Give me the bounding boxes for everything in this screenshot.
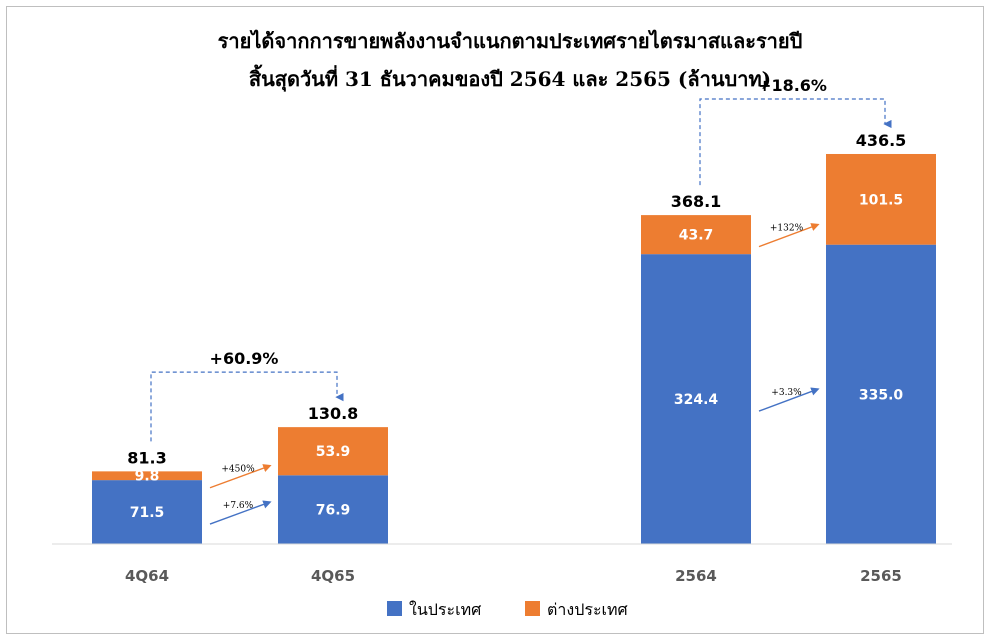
legend: ในประเทศ ต่างประเทศ — [387, 600, 628, 619]
bar-domestic-4Q65 — [278, 475, 388, 544]
category-label-2564: 2564 — [675, 567, 717, 585]
domestic-growth-label-0: +7.6% — [223, 501, 254, 511]
bar-domestic-4Q64 — [92, 480, 202, 544]
total-label-4Q64: 81.3 — [127, 448, 166, 467]
bars-group: 71.5 9.8 81.3 4Q64 76.9 53.9 130.8 4Q65 324.4 43.… — [92, 131, 936, 585]
foreign-growth-arrow-0 — [209, 464, 272, 489]
data-label-foreign-2564: 43.7 — [679, 228, 714, 244]
bar-domestic-2565 — [826, 244, 936, 545]
chart-subtitle: สิ้นสุดวันที่ 31 ธันวาคมของปี 2564 และ 2… — [249, 64, 771, 92]
legend-swatch-domestic — [387, 601, 402, 616]
growth-annotations: +60.9% +7.6% +450% +18.6% +3.3% +132% — [150, 76, 892, 525]
total-label-2564: 368.1 — [671, 192, 722, 211]
foreign-growth-arrow-1 — [758, 223, 820, 248]
data-label-foreign-2565: 101.5 — [859, 192, 903, 208]
legend-swatch-foreign — [525, 601, 540, 616]
data-label-foreign-4Q64: 9.8 — [135, 469, 160, 485]
domestic-growth-arrow-1 — [758, 387, 820, 412]
total-growth-label-0: +60.9% — [210, 349, 279, 368]
total-growth-connector-1 — [699, 98, 892, 186]
category-label-4Q65: 4Q65 — [311, 567, 355, 585]
data-label-foreign-4Q65: 53.9 — [316, 444, 351, 460]
domestic-growth-arrow-0 — [209, 500, 272, 525]
total-growth-connector-0 — [150, 371, 344, 442]
bar-foreign-2564 — [641, 215, 751, 255]
bar-foreign-4Q64 — [92, 471, 202, 481]
bar-domestic-2564 — [641, 254, 751, 544]
category-label-2565: 2565 — [860, 567, 902, 585]
chart-title: รายได้จากการขายพลังงานจำแนกตามประเทศรายไ… — [218, 29, 803, 53]
legend-label-foreign: ต่างประเทศ — [547, 600, 628, 619]
bar-foreign-2565 — [826, 153, 936, 245]
data-label-domestic-4Q64: 71.5 — [130, 505, 165, 521]
total-growth-label-1: +18.6% — [758, 76, 827, 95]
total-label-4Q65: 130.8 — [308, 404, 359, 423]
domestic-growth-label-1: +3.3% — [771, 388, 802, 398]
total-label-2565: 436.5 — [856, 131, 907, 150]
foreign-growth-label-0: +450% — [221, 465, 255, 475]
foreign-growth-label-1: +132% — [770, 224, 804, 234]
category-label-4Q64: 4Q64 — [125, 567, 169, 585]
bar-foreign-4Q65 — [278, 427, 388, 476]
data-label-domestic-4Q65: 76.9 — [316, 503, 351, 519]
data-label-domestic-2564: 324.4 — [674, 392, 719, 408]
legend-label-domestic: ในประเทศ — [409, 600, 481, 619]
data-label-domestic-2565: 335.0 — [859, 387, 904, 403]
